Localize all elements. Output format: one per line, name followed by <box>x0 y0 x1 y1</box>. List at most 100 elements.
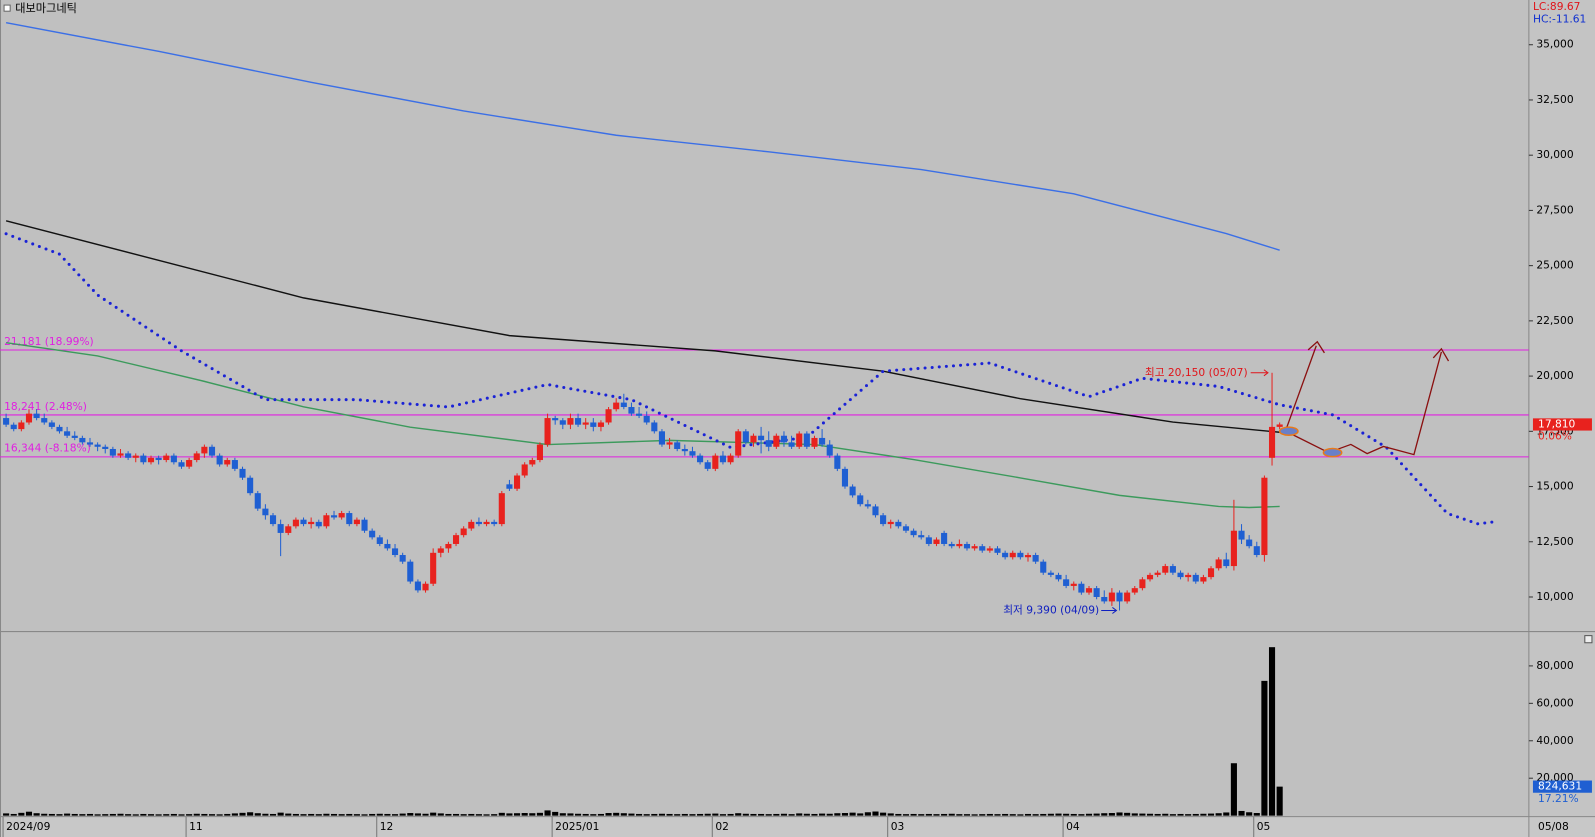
candle-body <box>643 415 650 423</box>
volume-bar <box>208 814 216 816</box>
candle-body <box>1070 583 1077 586</box>
volume-bar <box>1177 813 1184 816</box>
candle-body <box>986 548 993 551</box>
volume-bar <box>117 813 124 816</box>
volume-bar <box>1268 647 1276 816</box>
low-annotation: 최저 9,390 (04/09) <box>1003 603 1099 616</box>
axes: 10,00012,50015,00017,50020,00022,50025,0… <box>2 38 1592 837</box>
arrow-head <box>1432 347 1450 362</box>
volume-bar <box>620 813 627 816</box>
candle-body <box>559 420 566 425</box>
volume-bar <box>1238 810 1245 816</box>
volume-bar <box>102 814 109 816</box>
candle-body <box>285 526 292 533</box>
candle-body <box>41 418 48 423</box>
volume-bar <box>1169 814 1176 816</box>
pane-icon <box>1584 635 1593 644</box>
candle-body <box>803 433 810 447</box>
volume-bar <box>1162 813 1169 816</box>
candle-body <box>1085 588 1093 593</box>
candle-body <box>536 444 543 461</box>
candle-body <box>613 402 620 410</box>
candle-body <box>780 435 788 443</box>
volume-bar <box>895 813 902 816</box>
volume-bar <box>475 814 482 816</box>
volume-bar <box>1200 813 1207 816</box>
volume-bar <box>147 814 155 816</box>
volume-bar <box>948 813 955 816</box>
volume-bar <box>643 814 650 816</box>
volume-tag-box <box>1532 780 1592 793</box>
candle-body <box>1139 579 1146 589</box>
volume-bar <box>742 813 749 816</box>
volume-bar <box>346 813 353 816</box>
candle-body <box>727 455 734 463</box>
lc-indicator: LC:89.67 <box>1533 0 1580 13</box>
volume-bar <box>1139 813 1146 816</box>
candle-body <box>1162 566 1169 573</box>
volume-bar <box>925 813 932 816</box>
y-tick-label: 60,000 <box>1536 696 1574 709</box>
volume-bar <box>1024 813 1032 816</box>
candle-body <box>552 418 559 421</box>
candle-body <box>1200 577 1207 582</box>
candle-body <box>64 431 71 436</box>
candle-body <box>712 455 719 469</box>
volume-bar <box>674 814 681 816</box>
candle-body <box>468 521 475 529</box>
volume-bar <box>1047 813 1054 816</box>
volume-bar <box>880 812 887 816</box>
candle-body <box>994 548 1001 553</box>
volume-bar <box>796 813 803 816</box>
volume-bar <box>727 813 734 816</box>
y-tick-label: 22,500 <box>1536 314 1574 327</box>
volume-bar <box>735 813 742 816</box>
volume-bar <box>330 813 338 816</box>
candle-body <box>140 455 147 463</box>
y-tick-label: 32,500 <box>1536 93 1574 106</box>
volume-bar <box>109 813 116 816</box>
user-drawings <box>1278 340 1450 458</box>
candle-body <box>71 435 78 438</box>
candle-body <box>872 506 879 516</box>
candle-body <box>918 535 925 538</box>
volume-bar <box>819 813 826 816</box>
candle-body <box>308 521 315 525</box>
volume-bar <box>628 813 635 816</box>
volume-bar <box>391 814 399 816</box>
candle-body <box>819 437 826 445</box>
marker-ellipse <box>1322 447 1343 458</box>
candle-body <box>1261 477 1268 556</box>
volume-bar <box>1116 812 1123 816</box>
volume-bar <box>758 813 765 816</box>
candle-body <box>94 444 101 447</box>
candle-body <box>178 462 185 467</box>
volume-bar <box>887 813 894 816</box>
candle-body <box>56 426 63 432</box>
volume-bar <box>239 812 246 816</box>
candle-body <box>475 521 482 525</box>
volume-bar <box>590 814 597 816</box>
volume-bar <box>1253 813 1260 816</box>
volume-bar <box>750 813 757 816</box>
volume-bar <box>1108 813 1115 816</box>
volume-bar <box>1207 813 1215 816</box>
volume-bar <box>521 813 528 816</box>
moving-average <box>6 342 1280 509</box>
candle-body <box>498 493 505 525</box>
volume-bar <box>262 813 269 816</box>
candle-body <box>841 468 849 487</box>
candle-body <box>460 528 467 536</box>
candle-body <box>575 418 582 425</box>
candle-body <box>864 504 871 507</box>
candle-body <box>300 519 307 525</box>
candle-body <box>430 552 437 584</box>
candle-body <box>796 433 803 447</box>
candle-body <box>147 457 155 463</box>
volume-bar <box>1070 813 1077 816</box>
price-tag-box <box>1532 418 1592 431</box>
candle-body <box>277 524 284 533</box>
volume-bar <box>414 813 421 816</box>
candle-body <box>132 455 139 458</box>
volume-bar <box>788 814 795 816</box>
